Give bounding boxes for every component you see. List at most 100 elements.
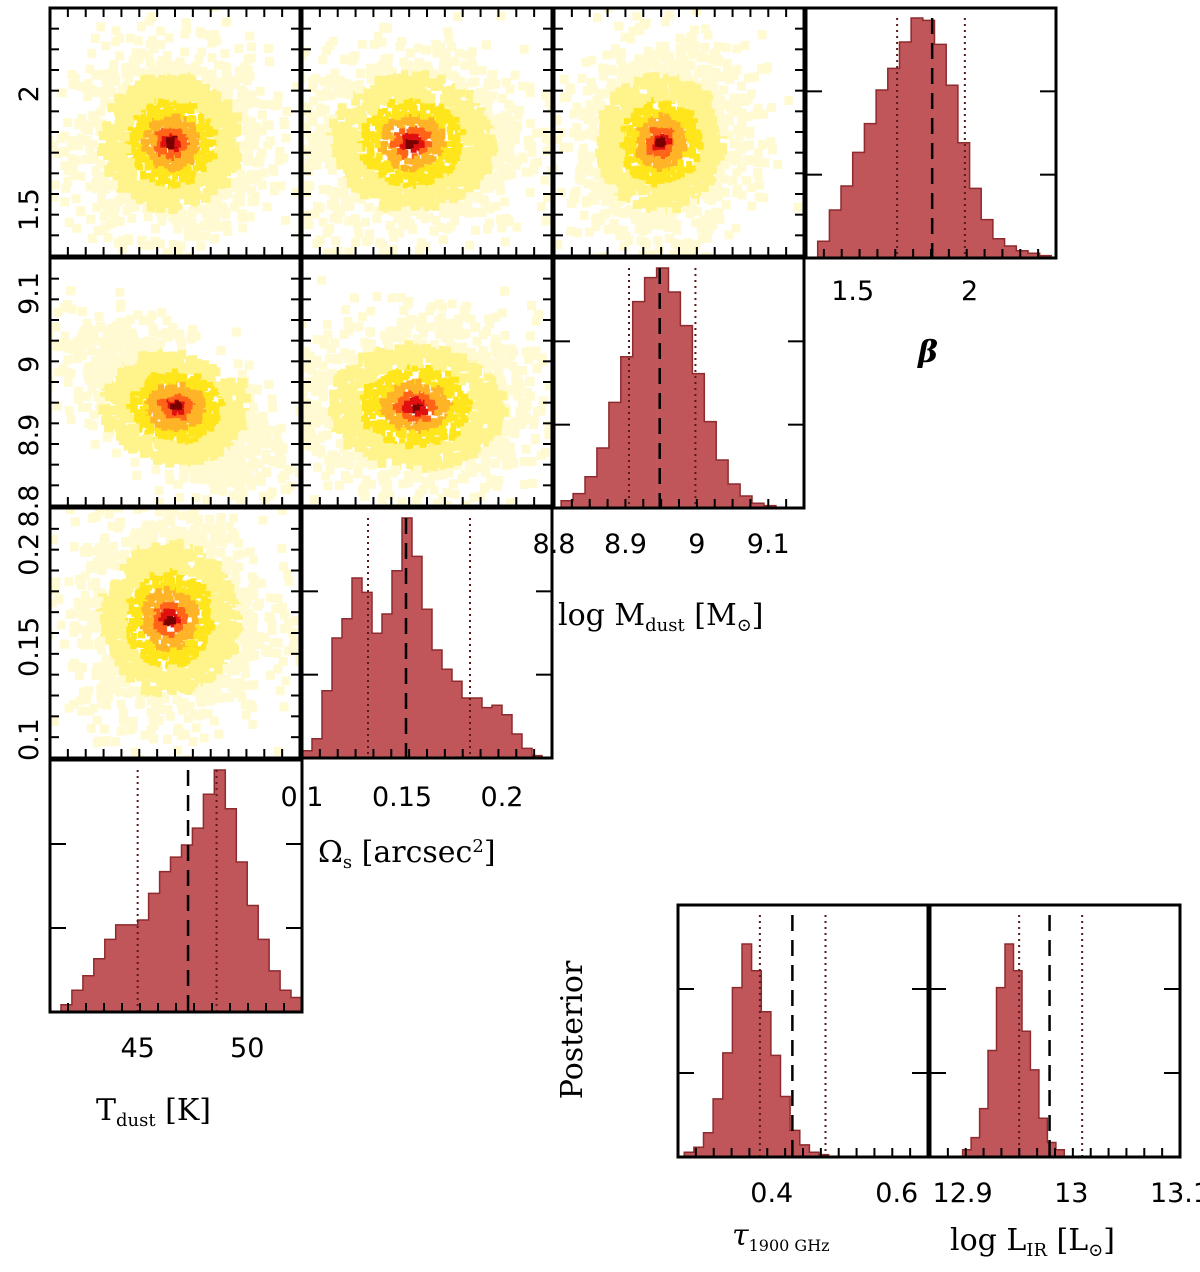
sample-point [399, 128, 405, 134]
sample-point [281, 216, 290, 225]
sample-point [722, 114, 731, 123]
sample-point [506, 138, 515, 147]
sample-point [237, 86, 246, 95]
sample-point [468, 61, 477, 70]
sample-point [457, 103, 466, 112]
sample-point [515, 106, 524, 115]
sample-point [501, 237, 510, 246]
sample-point [67, 415, 76, 424]
sample-point [383, 134, 389, 140]
sample-point [664, 171, 670, 177]
sample-point [247, 187, 256, 196]
sample-point [265, 57, 274, 66]
sample-point [207, 127, 213, 133]
sample-point [365, 230, 374, 239]
sample-point [164, 123, 170, 129]
sample-point [694, 154, 700, 160]
sample-point [398, 172, 404, 178]
sample-point [132, 471, 141, 480]
sample-point [582, 58, 591, 67]
sample-point [61, 161, 70, 170]
sample-point [743, 141, 752, 150]
sample-point [442, 152, 448, 158]
sample-point [341, 201, 350, 210]
sample-point [443, 62, 452, 71]
sample-point [768, 145, 777, 154]
sample-point [277, 424, 286, 433]
sample-point [657, 84, 666, 93]
sample-point [616, 55, 625, 64]
sample-point [158, 270, 167, 279]
sample-point [773, 160, 782, 169]
sample-point [731, 140, 740, 149]
sample-point [621, 33, 630, 42]
sample-point [491, 80, 500, 89]
sample-point [243, 76, 252, 85]
sample-point [723, 67, 732, 76]
sample-point [421, 134, 427, 140]
sample-point [102, 269, 111, 278]
sample-point [541, 176, 550, 185]
sample-point [255, 459, 264, 468]
sample-point [753, 168, 762, 177]
sample-point [233, 153, 242, 162]
sample-point [654, 93, 663, 102]
sample-point [326, 41, 335, 50]
sample-point [421, 154, 427, 160]
sample-point [396, 155, 402, 161]
sample-point [351, 51, 360, 60]
sample-point [109, 60, 118, 69]
sample-point [580, 211, 589, 220]
sample-point [29, 127, 38, 136]
sample-point [568, 199, 577, 208]
sample-point [117, 86, 126, 95]
sample-point [704, 174, 713, 183]
sample-point [350, 193, 359, 202]
sample-point [207, 139, 213, 145]
sample-point [728, 177, 737, 186]
sample-point [573, 103, 582, 112]
sample-point [481, 150, 490, 159]
sample-point [640, 171, 646, 177]
sample-point [402, 150, 408, 156]
sample-point [498, 141, 507, 150]
sample-point [173, 225, 182, 234]
sample-point [745, 129, 754, 138]
sample-point [408, 127, 414, 133]
sample-point [766, 137, 775, 146]
sample-point [304, 220, 313, 229]
sample-point [572, 123, 581, 132]
sample-point [384, 78, 393, 87]
sample-point [396, 276, 405, 285]
sample-point [677, 111, 683, 117]
sample-point [640, 147, 646, 153]
sample-point [1, 84, 10, 93]
sample-point [420, 114, 426, 120]
sample-point [840, 160, 849, 169]
sample-point [248, 93, 257, 102]
sample-point [191, 259, 200, 268]
sample-point [419, 142, 425, 148]
sample-point [658, 65, 667, 74]
sample-point [146, 173, 152, 179]
sample-point [233, 194, 242, 203]
sample-point [715, 215, 724, 224]
sample-point [190, 66, 199, 75]
sample-point [83, 84, 92, 93]
sample-point [375, 133, 381, 139]
sample-point [619, 67, 628, 76]
sample-point [228, 80, 237, 89]
sample-point [222, 62, 231, 71]
sample-point [136, 164, 142, 170]
sample-point [158, 99, 164, 105]
sample-point [561, 272, 570, 281]
sample-point [674, 148, 680, 154]
sample-point [216, 110, 225, 119]
sample-point [434, 110, 440, 116]
sample-point [148, 36, 157, 45]
sample-point [364, 203, 373, 212]
sample-point [754, 149, 763, 158]
sample-point [662, 122, 668, 128]
sample-point [60, 147, 69, 156]
sample-point [351, 214, 360, 223]
